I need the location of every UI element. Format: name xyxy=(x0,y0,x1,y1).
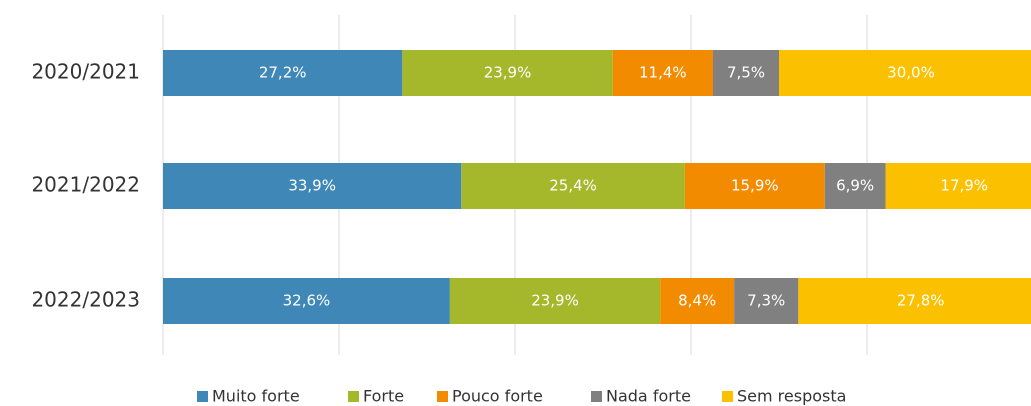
bar-segment xyxy=(461,163,685,209)
data-label: 32,6% xyxy=(283,292,331,310)
data-label: 8,4% xyxy=(678,292,716,310)
y-tick-label: 2021/2022 xyxy=(31,173,140,197)
bar-segment xyxy=(660,278,735,324)
bar-segment xyxy=(885,163,1031,209)
bar-segment xyxy=(163,163,462,209)
bar-segment xyxy=(734,278,799,324)
bar-segment xyxy=(684,163,825,209)
data-label: 7,5% xyxy=(727,64,765,82)
bar-segment xyxy=(824,163,886,209)
data-label: 6,9% xyxy=(836,177,874,195)
bar-segment xyxy=(779,50,1031,96)
legend-swatch xyxy=(437,391,448,402)
data-label: 7,3% xyxy=(747,292,785,310)
legend-label: Nada forte xyxy=(606,387,691,406)
bar-segment xyxy=(798,278,1031,324)
y-tick-label: 2022/2023 xyxy=(31,288,140,312)
legend-swatch xyxy=(197,391,208,402)
y-tick-label: 2020/2021 xyxy=(31,60,140,84)
legend-label: Forte xyxy=(363,387,404,406)
bar-segment xyxy=(402,50,613,96)
data-label: 33,9% xyxy=(288,177,336,195)
bar-segment xyxy=(449,278,661,324)
data-label: 27,2% xyxy=(259,64,307,82)
bar-segment xyxy=(163,278,450,324)
data-label: 23,9% xyxy=(484,64,532,82)
legend-swatch xyxy=(722,391,733,402)
legend-label: Sem resposta xyxy=(737,387,846,406)
data-label: 11,4% xyxy=(639,64,687,82)
data-label: 30,0% xyxy=(887,64,935,82)
legend-swatch xyxy=(591,391,602,402)
data-label: 15,9% xyxy=(731,177,779,195)
data-label: 23,9% xyxy=(531,292,579,310)
bar-segment xyxy=(612,50,713,96)
data-label: 25,4% xyxy=(549,177,597,195)
legend-label: Muito forte xyxy=(212,387,300,406)
bar-segment xyxy=(713,50,779,96)
legend-swatch xyxy=(348,391,359,402)
bar-segment xyxy=(163,50,403,96)
data-label: 27,8% xyxy=(897,292,945,310)
data-label: 17,9% xyxy=(940,177,988,195)
legend-label: Pouco forte xyxy=(452,387,543,406)
